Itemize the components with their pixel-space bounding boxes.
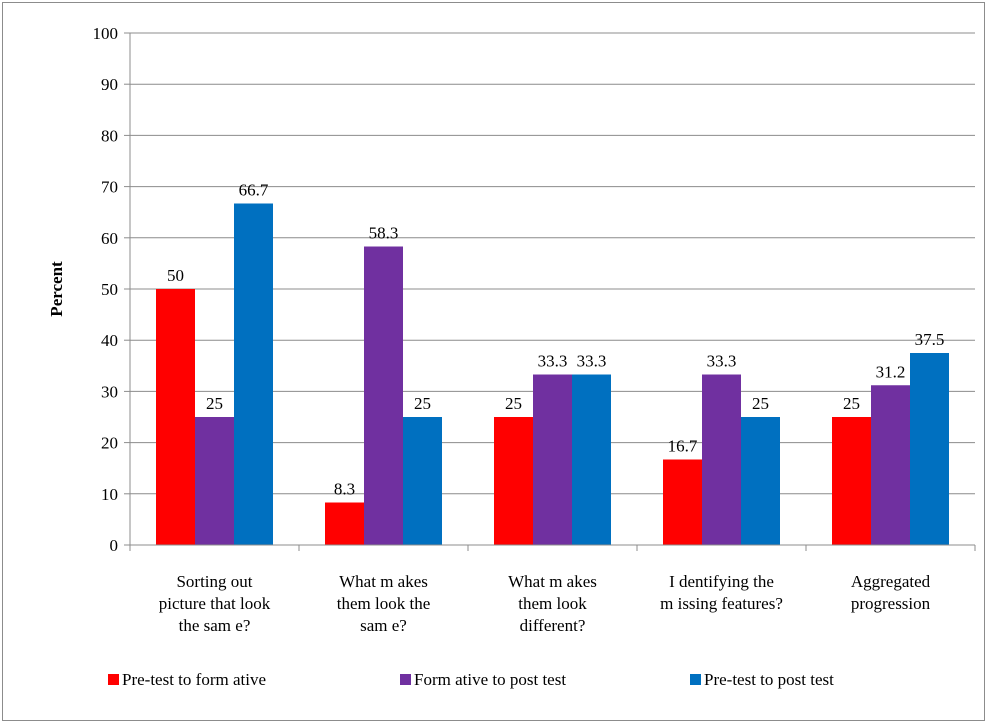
- legend-swatch: [108, 674, 119, 685]
- bar[interactable]: [572, 374, 611, 545]
- x-category-label: sam e?: [360, 616, 407, 635]
- data-label: 8.3: [334, 480, 355, 499]
- legend-label: Pre-test to form ative: [122, 670, 266, 689]
- bar[interactable]: [494, 417, 533, 545]
- x-category-label: I dentifying the: [669, 572, 774, 591]
- bar[interactable]: [403, 417, 442, 545]
- data-label: 25: [752, 394, 769, 413]
- legend-label: Form ative to post test: [414, 670, 566, 689]
- y-tick-label: 100: [93, 24, 119, 43]
- y-tick-label: 50: [101, 280, 118, 299]
- bar[interactable]: [533, 374, 572, 545]
- bar[interactable]: [910, 353, 949, 545]
- data-label: 25: [843, 394, 860, 413]
- x-category-label: them look: [518, 594, 587, 613]
- x-category-label: m issing features?: [660, 594, 783, 613]
- legend-swatch: [690, 674, 701, 685]
- bar[interactable]: [871, 385, 910, 545]
- x-category-label: picture that look: [159, 594, 271, 613]
- data-label: 31.2: [876, 362, 906, 381]
- bar[interactable]: [195, 417, 234, 545]
- data-label: 25: [505, 394, 522, 413]
- bar[interactable]: [364, 246, 403, 545]
- data-label: 37.5: [915, 330, 945, 349]
- y-tick-label: 60: [101, 229, 118, 248]
- y-tick-label: 70: [101, 178, 118, 197]
- y-axis-title: Percent: [47, 261, 66, 317]
- data-label: 66.7: [239, 180, 269, 199]
- y-tick-label: 30: [101, 382, 118, 401]
- data-label: 58.3: [369, 224, 399, 243]
- y-tick-label: 40: [101, 331, 118, 350]
- data-label: 25: [414, 394, 431, 413]
- y-tick-label: 10: [101, 485, 118, 504]
- data-label: 16.7: [668, 436, 698, 455]
- legend-label: Pre-test to post test: [704, 670, 834, 689]
- bar[interactable]: [702, 374, 741, 545]
- x-category-label: progression: [851, 594, 931, 613]
- bar[interactable]: [832, 417, 871, 545]
- x-category-label: them look the: [337, 594, 430, 613]
- x-category-label: different?: [520, 616, 586, 635]
- y-tick-label: 80: [101, 126, 118, 145]
- data-label: 33.3: [538, 352, 568, 371]
- y-tick-label: 0: [110, 536, 119, 555]
- bar[interactable]: [325, 502, 364, 545]
- x-category-label: Sorting out: [176, 572, 252, 591]
- data-label: 33.3: [707, 352, 737, 371]
- bar[interactable]: [234, 203, 273, 545]
- x-category-label: the sam e?: [179, 616, 251, 635]
- data-label: 50: [167, 266, 184, 285]
- data-label: 33.3: [577, 352, 607, 371]
- y-tick-label: 90: [101, 75, 118, 94]
- legend-swatch: [400, 674, 411, 685]
- x-category-label: What m akes: [339, 572, 428, 591]
- bar[interactable]: [156, 289, 195, 545]
- x-category-label: Aggregated: [851, 572, 931, 591]
- x-category-label: What m akes: [508, 572, 597, 591]
- bar[interactable]: [663, 459, 702, 545]
- data-label: 25: [206, 394, 223, 413]
- bar[interactable]: [741, 417, 780, 545]
- y-tick-label: 20: [101, 434, 118, 453]
